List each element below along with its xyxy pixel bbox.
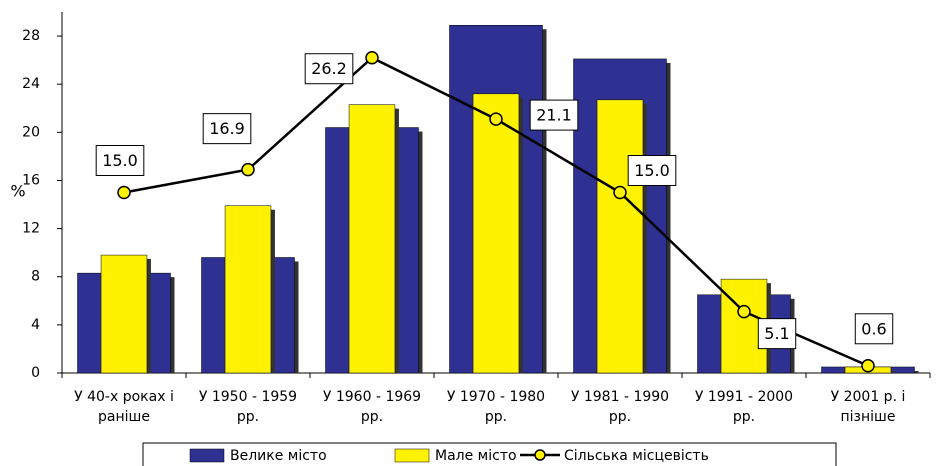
line-marker <box>613 185 627 200</box>
legend-swatch <box>189 448 225 463</box>
line-marker <box>489 112 503 126</box>
legend-box <box>142 442 837 466</box>
data-label: 16.9 <box>209 119 245 138</box>
y-tick-label: 4 <box>31 317 40 333</box>
data-label-box <box>202 113 252 145</box>
bar <box>100 254 148 374</box>
data-label-box <box>304 53 354 85</box>
y-tick-label: 12 <box>22 221 40 237</box>
legend-marker <box>534 449 546 461</box>
x-tick-label: У 1970 - 1980 <box>447 389 545 405</box>
data-label: 21.1 <box>536 106 572 125</box>
line-marker <box>365 50 379 65</box>
legend-label: Сільська місцевість <box>564 448 709 464</box>
bar <box>472 93 520 374</box>
x-tick-label: рр. <box>609 409 631 425</box>
y-tick-label: 24 <box>22 76 40 92</box>
y-tick-label: 0 <box>31 365 40 381</box>
data-label: 0.6 <box>861 319 886 338</box>
bar <box>224 205 272 374</box>
data-label-box <box>854 313 894 345</box>
x-tick-label: У 1950 - 1959 <box>199 389 297 405</box>
x-tick-label: рр. <box>733 409 755 425</box>
line-marker <box>861 359 875 373</box>
data-label: 26.2 <box>311 59 347 78</box>
y-tick-label: 8 <box>31 269 40 285</box>
x-tick-label: У 1991 - 2000 <box>695 389 793 405</box>
x-tick-label: рр. <box>485 409 507 425</box>
line-marker <box>117 185 131 200</box>
legend-swatch <box>394 448 430 463</box>
y-tick-label: 20 <box>22 124 40 140</box>
x-tick-label: У 1960 - 1969 <box>323 389 421 405</box>
x-tick-label: рр. <box>237 409 259 425</box>
x-tick-label: пізніше <box>841 409 896 425</box>
line-marker <box>241 162 255 177</box>
data-label: 15.0 <box>634 161 670 180</box>
line-marker <box>737 304 751 319</box>
x-tick-label: раніше <box>98 409 150 425</box>
x-tick-label: У 1981 - 1990 <box>571 389 669 405</box>
bar <box>348 104 396 374</box>
legend-label: Мале місто <box>435 448 517 464</box>
y-tick-label: 28 <box>22 28 40 44</box>
y-axis-label: % <box>10 182 25 201</box>
data-label: 15.0 <box>102 151 138 170</box>
data-label-box <box>627 155 677 186</box>
bar <box>596 99 644 374</box>
data-label-box <box>95 145 145 176</box>
x-tick-label: У 2001 р. і <box>831 389 906 405</box>
legend-label: Велике місто <box>230 448 327 464</box>
x-tick-label: рр. <box>361 409 383 425</box>
data-label: 5.1 <box>764 324 789 343</box>
data-label-box <box>529 99 579 131</box>
x-tick-label: У 40-х роках і <box>74 389 174 405</box>
y-tick-label: 16 <box>22 172 40 188</box>
data-label-box <box>757 318 797 350</box>
